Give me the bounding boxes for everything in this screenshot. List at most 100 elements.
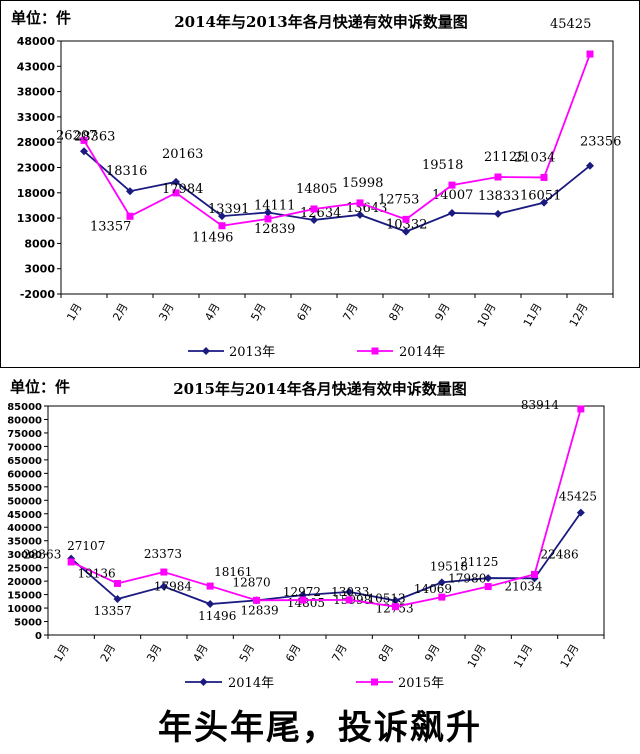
data-point bbox=[356, 199, 364, 207]
data-point bbox=[160, 568, 168, 576]
unit-label: 单位：件 bbox=[10, 378, 71, 396]
legend-label: 2013年 bbox=[229, 345, 275, 360]
data-point bbox=[402, 227, 410, 236]
y-tick-label: 48000 bbox=[17, 35, 56, 48]
y-tick-label: 85000 bbox=[7, 402, 42, 413]
y-tick-label: 3000 bbox=[24, 263, 55, 276]
data-point bbox=[402, 215, 410, 223]
x-tick-label: 12月 bbox=[567, 301, 591, 329]
data-point bbox=[576, 508, 585, 517]
series-line-2014年 bbox=[83, 53, 591, 227]
x-tick-label: 11月 bbox=[521, 301, 545, 329]
legend-label: 2015年 bbox=[398, 676, 444, 691]
y-tick-label: 15000 bbox=[7, 591, 42, 602]
data-label: 23356 bbox=[580, 135, 621, 150]
x-tick-label: 6月 bbox=[283, 642, 303, 664]
data-point bbox=[448, 181, 456, 189]
data-label: 11496 bbox=[198, 609, 236, 623]
x-tick-label: 12月 bbox=[558, 642, 582, 670]
data-point bbox=[586, 161, 594, 170]
y-tick-label: 20000 bbox=[7, 577, 42, 588]
x-tick-label: 3月 bbox=[156, 301, 176, 323]
y-tick-label: 50000 bbox=[7, 496, 42, 507]
data-point bbox=[264, 215, 272, 223]
data-label: 28363 bbox=[74, 129, 115, 144]
data-point bbox=[126, 187, 134, 196]
data-label: 21034 bbox=[514, 150, 555, 165]
x-tick-label: 5月 bbox=[248, 301, 268, 323]
data-point bbox=[80, 147, 88, 156]
data-label: 13357 bbox=[94, 604, 132, 618]
y-tick-label: 10000 bbox=[7, 604, 42, 615]
chart-title: 2014年与2013年各月快递有效申诉数量图 bbox=[174, 13, 468, 31]
data-point bbox=[264, 208, 272, 217]
data-point bbox=[391, 596, 400, 605]
y-tick-label: 43000 bbox=[17, 60, 56, 73]
data-label: 18316 bbox=[106, 164, 147, 179]
data-label: 21125 bbox=[460, 555, 498, 569]
data-label: 15998 bbox=[342, 176, 383, 191]
data-label: 17984 bbox=[154, 580, 193, 594]
data-label: 10513 bbox=[368, 592, 406, 606]
series-line-2015年 bbox=[70, 408, 582, 608]
data-label: 18161 bbox=[214, 565, 252, 579]
data-point bbox=[253, 596, 260, 604]
legend-label: 2014年 bbox=[399, 345, 445, 360]
chart-title: 2015年与2014年各月快递有效申诉数量图 bbox=[173, 380, 467, 398]
y-tick-label: 5000 bbox=[14, 618, 42, 629]
data-label: 14805 bbox=[296, 182, 337, 197]
y-tick-label: 8000 bbox=[24, 237, 55, 250]
series-line-2014年 bbox=[70, 512, 582, 605]
data-point bbox=[530, 574, 539, 583]
data-point bbox=[540, 198, 548, 207]
data-point bbox=[448, 209, 456, 218]
x-tick-label: 3月 bbox=[144, 642, 164, 664]
data-label: 45425 bbox=[550, 17, 591, 32]
x-tick-label: 4月 bbox=[202, 301, 222, 323]
data-point bbox=[218, 212, 226, 221]
legend-label: 2014年 bbox=[228, 676, 274, 691]
chart-plot: 48000 43000 38000 33000 28000 23000 18000 13000… bbox=[17, 17, 622, 360]
data-label: 83914 bbox=[521, 398, 560, 412]
x-tick-label: 2月 bbox=[110, 301, 130, 323]
data-label: 17980 bbox=[448, 572, 486, 586]
x-tick-label: 7月 bbox=[330, 642, 350, 664]
y-tick-label: 45000 bbox=[7, 510, 42, 521]
data-point bbox=[206, 582, 214, 590]
data-label: 28363 bbox=[23, 548, 61, 562]
x-tick-label: 10月 bbox=[465, 642, 489, 670]
x-tick-label: 11月 bbox=[511, 642, 535, 670]
data-label: 12839 bbox=[241, 603, 279, 617]
data-label: 19518 bbox=[430, 559, 468, 573]
data-point bbox=[172, 177, 180, 186]
y-tick-label: 60000 bbox=[7, 469, 42, 480]
data-label: 11496 bbox=[192, 231, 233, 246]
x-tick-label: 4月 bbox=[191, 642, 211, 664]
data-point bbox=[531, 570, 538, 578]
data-point bbox=[437, 578, 446, 587]
data-point bbox=[172, 189, 180, 197]
y-tick-label: 18000 bbox=[17, 187, 56, 200]
data-point bbox=[438, 593, 446, 601]
y-tick-label: 40000 bbox=[7, 523, 42, 534]
data-point bbox=[80, 136, 88, 144]
data-label: 21034 bbox=[505, 579, 544, 593]
data-label: 12753 bbox=[378, 192, 419, 207]
data-point bbox=[484, 583, 492, 591]
legend-marker bbox=[371, 678, 378, 686]
x-tick-label: 9月 bbox=[432, 301, 452, 323]
data-point bbox=[310, 215, 318, 224]
data-point bbox=[494, 173, 502, 181]
data-label: 21125 bbox=[484, 150, 525, 165]
x-tick-label: 1月 bbox=[64, 301, 84, 323]
x-tick-label: 9月 bbox=[422, 642, 442, 664]
x-tick-label: 7月 bbox=[340, 301, 360, 323]
legend-marker bbox=[202, 347, 210, 355]
data-label: 12839 bbox=[254, 222, 295, 237]
data-label: 13033 bbox=[331, 585, 369, 599]
data-point bbox=[159, 582, 168, 591]
data-point bbox=[540, 173, 548, 181]
legend-marker bbox=[199, 678, 208, 686]
data-point bbox=[392, 603, 399, 611]
data-point bbox=[484, 574, 493, 583]
